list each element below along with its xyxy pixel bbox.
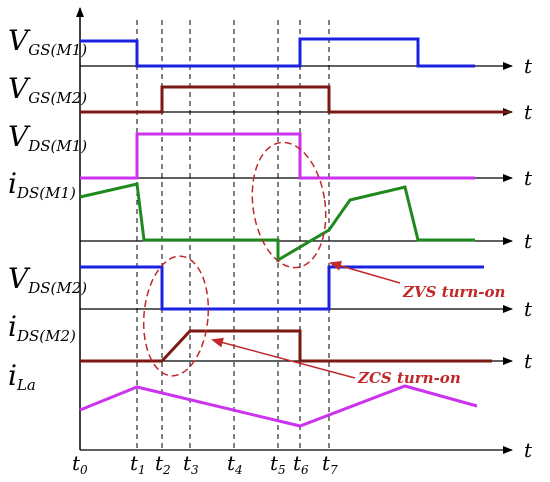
time-label-t5: t5 xyxy=(270,451,286,477)
time-label-t0: t0 xyxy=(72,451,88,477)
time-label-t7: t7 xyxy=(322,451,338,477)
axis-t-label: t xyxy=(524,166,533,190)
signal-label-vgs-m2: VGS(M2) xyxy=(8,72,87,107)
axis-t-label: t xyxy=(524,100,533,124)
zvs-annotation-arrow xyxy=(329,260,401,284)
signal-label-ids-m2: iDS(M2) xyxy=(8,310,76,345)
axis-t-label: t xyxy=(524,229,533,253)
signal-label-vds-m2: VDS(M2) xyxy=(8,262,87,297)
waveform-ila xyxy=(79,384,478,428)
waveform-vgs-m1 xyxy=(80,37,475,68)
waveform-vgs-m2 xyxy=(80,85,510,114)
time-label-t6: t6 xyxy=(293,451,309,477)
signal-labels: VGS(M1) VGS(M2) VDS(M1) iDS(M1) VDS(M2) … xyxy=(8,24,87,394)
zcs-annotation-label: ZCS turn-on xyxy=(357,369,461,387)
zvs-annotation-label: ZVS turn-on xyxy=(402,283,505,301)
time-label-t3: t3 xyxy=(183,451,199,477)
signal-label-ids-m1: iDS(M1) xyxy=(8,167,76,202)
signal-label-ila: iLa xyxy=(8,359,36,394)
axis-t-label: t xyxy=(524,438,533,462)
axis-t-label: t xyxy=(524,349,533,373)
zcs-highlight-ellipse xyxy=(142,255,210,377)
zcs-annotation-arrow xyxy=(211,337,356,379)
time-axes xyxy=(80,62,513,454)
time-marker-lines xyxy=(136,20,330,452)
axis-t-label: t xyxy=(524,297,533,321)
waveform-vds-m1 xyxy=(80,132,475,180)
axis-t-label: t xyxy=(524,54,533,78)
signal-label-vgs-m1: VGS(M1) xyxy=(8,24,87,59)
waveform-ids-m2 xyxy=(80,329,492,363)
time-label-t4: t4 xyxy=(227,451,243,477)
signal-label-vds-m1: VDS(M1) xyxy=(8,120,87,155)
time-label-t1: t1 xyxy=(130,451,146,477)
axis-t-labels: t t t t t t t xyxy=(524,54,533,462)
time-label-t2: t2 xyxy=(155,451,171,477)
waveform-ids-m1 xyxy=(79,182,475,263)
zvs-highlight-ellipse xyxy=(251,141,327,269)
time-labels: t0 t1 t2 t3 t4 t5 t6 t7 xyxy=(72,451,338,477)
waveform-vds-m2 xyxy=(80,265,484,311)
